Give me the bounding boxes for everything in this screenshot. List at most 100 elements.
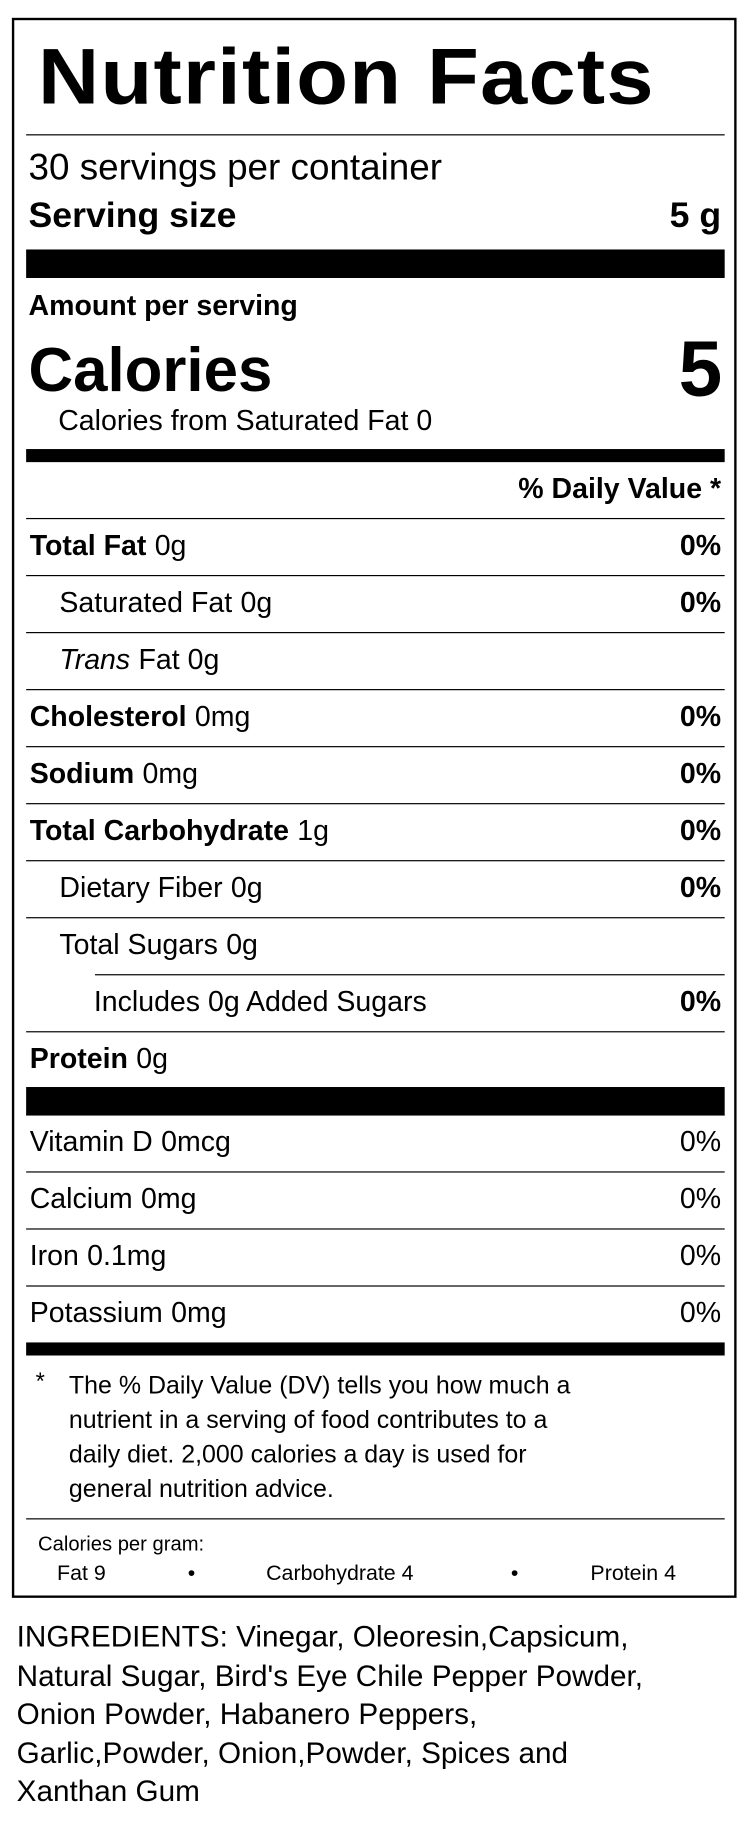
nutrient-name: Potassium xyxy=(29,1297,163,1330)
nutrient-label: Dietary Fiber 0g xyxy=(59,860,262,917)
nutrient-amount: 0mg xyxy=(141,1183,197,1216)
nutrient-label: Total Carbohydrate 1g xyxy=(30,803,329,860)
nutrient-label: Potassium 0mg xyxy=(30,1285,227,1342)
servings: 30 servings per container xyxy=(28,146,443,188)
daily-value: 0% xyxy=(679,1183,722,1216)
rule xyxy=(26,917,725,919)
calories-per-gram-item: Protein 4 xyxy=(590,1561,677,1585)
serving-size-label: Serving size xyxy=(28,196,237,236)
rule xyxy=(26,134,725,136)
rule xyxy=(26,1171,725,1173)
nutrient-label: Cholesterol 0mg xyxy=(30,689,251,746)
thick-rule xyxy=(26,249,725,278)
nutrient-name: Total Carbohydrate xyxy=(29,814,289,848)
ingredients-line: Onion Powder, Habanero Peppers, xyxy=(16,1697,478,1731)
nutrient-label: Calcium 0mg xyxy=(30,1171,197,1228)
calories-from-sat-fat: Calories from Saturated Fat 0 xyxy=(58,405,433,438)
nutrient-row: Includes 0g Added Sugars 0% xyxy=(26,974,725,1031)
nutrient-amount: 0g xyxy=(240,586,273,619)
nutrient-row: Calcium 0mg 0% xyxy=(26,1171,725,1228)
calories-per-gram-item: • xyxy=(510,1561,519,1585)
rule xyxy=(26,1228,725,1230)
daily-value: 0% xyxy=(679,586,722,619)
nutrient-amount: 0g xyxy=(230,871,263,905)
nutrient-name: Calcium xyxy=(29,1183,133,1216)
daily-value: 0% xyxy=(679,986,722,1019)
calories-per-gram-item: Carbohydrate 4 xyxy=(266,1561,414,1585)
nutrient-row: Total Sugars 0g xyxy=(26,917,725,974)
nutrient-row: Dietary Fiber 0g 0% xyxy=(26,860,725,917)
daily-value: 0% xyxy=(679,529,722,562)
nutrient-label: Sodium 0mg xyxy=(30,746,198,803)
daily-value: 0% xyxy=(679,1126,722,1159)
ingredients-line: INGREDIENTS: Vinegar, Oleoresin,Capsicum… xyxy=(16,1620,629,1654)
rule xyxy=(26,517,725,520)
nutrient-name: Total Sugars xyxy=(59,929,218,962)
rule xyxy=(26,574,725,577)
nutrient-amount: 0mg xyxy=(142,757,199,791)
nutrient-label: Iron 0.1mg xyxy=(30,1228,167,1285)
rule xyxy=(26,632,725,634)
footnote-line: daily diet. 2,000 calories a day is used… xyxy=(68,1441,527,1469)
amount-label: Amount per serving xyxy=(28,289,298,322)
nutrient-label: Trans Fat 0g xyxy=(59,632,219,689)
nutrient-name: Dietary Fiber xyxy=(59,871,223,905)
nutrient-label: Protein 0g xyxy=(30,1031,168,1088)
nutrient-name: Total Fat xyxy=(29,529,147,562)
nutrient-label: Total Sugars 0g xyxy=(59,917,258,974)
nutrient-row: Cholesterol 0mg 0% xyxy=(26,689,725,746)
nutrient-name: Cholesterol xyxy=(29,700,187,733)
nutrient-amount: 0g xyxy=(154,529,187,562)
nutrient-row: Potassium 0mg 0% xyxy=(26,1285,725,1342)
thick-rule xyxy=(26,1342,725,1356)
daily-value: 0% xyxy=(679,1297,722,1330)
daily-value: 0% xyxy=(679,1240,722,1273)
nutrient-label: Vitamin D 0mcg xyxy=(30,1114,231,1171)
ingredients-line: Xanthan Gum xyxy=(16,1774,200,1809)
nutrient-amount: 0g xyxy=(136,1043,168,1076)
nutrient-amount: 0mg xyxy=(171,1297,227,1330)
nutrient-label: Total Fat 0g xyxy=(30,518,187,575)
nutrient-row: Vitamin D 0mcg 0% xyxy=(26,1114,725,1171)
nutrient-row: Saturated Fat 0g 0% xyxy=(26,574,725,632)
daily-value: 0% xyxy=(679,700,722,733)
rule xyxy=(26,1285,725,1287)
rule xyxy=(26,689,725,691)
nutrient-amount: 1g xyxy=(297,814,330,848)
footnote-marker: * xyxy=(35,1368,45,1395)
calories-label: Calories xyxy=(28,336,273,406)
nutrient-name: Includes 0g Added Sugars xyxy=(93,986,427,1019)
nutrient-row: Total Fat 0g 0% xyxy=(26,517,725,575)
calories-value: 5 xyxy=(678,324,723,413)
rule xyxy=(26,1031,725,1033)
nutrient-amount: 0g xyxy=(226,929,258,962)
nutrient-label: Saturated Fat 0g xyxy=(59,575,272,632)
nutrient-name: Vitamin D xyxy=(29,1126,153,1159)
nutrient-row: Trans Fat 0g xyxy=(26,632,725,689)
nutrient-row: Total Carbohydrate 1g 0% xyxy=(26,803,725,860)
nutrient-row: Sodium 0mg 0% xyxy=(26,746,725,803)
calories-per-gram-label: Calories per gram: xyxy=(38,1532,205,1556)
rule xyxy=(95,974,725,976)
footnote-line: general nutrition advice. xyxy=(68,1475,334,1503)
dv-header: % Daily Value * xyxy=(518,472,722,505)
nutrient-name: Protein xyxy=(29,1043,128,1076)
daily-value: 0% xyxy=(679,814,722,848)
ingredients-line: Garlic,Powder, Onion,Powder, Spices and xyxy=(16,1736,569,1770)
rule xyxy=(26,860,725,862)
footnote-line: The % Daily Value (DV) tells you how muc… xyxy=(68,1372,571,1400)
thick-rule xyxy=(26,1087,725,1116)
daily-value: 0% xyxy=(679,757,722,791)
nutrient-label: Includes 0g Added Sugars xyxy=(94,974,427,1031)
nutrient-amount: 0mg xyxy=(194,700,251,733)
nutrient-name: Iron xyxy=(29,1240,79,1273)
thick-rule xyxy=(26,449,725,463)
calories-per-gram-item: • xyxy=(187,1561,196,1585)
nutrient-name: Trans xyxy=(59,643,131,676)
rule xyxy=(26,746,725,748)
daily-value: 0% xyxy=(679,871,722,905)
footnote: The % Daily Value (DV) tells you how muc… xyxy=(69,1369,570,1507)
nutrient-name: Sodium xyxy=(29,757,135,791)
label-border xyxy=(11,17,737,1598)
